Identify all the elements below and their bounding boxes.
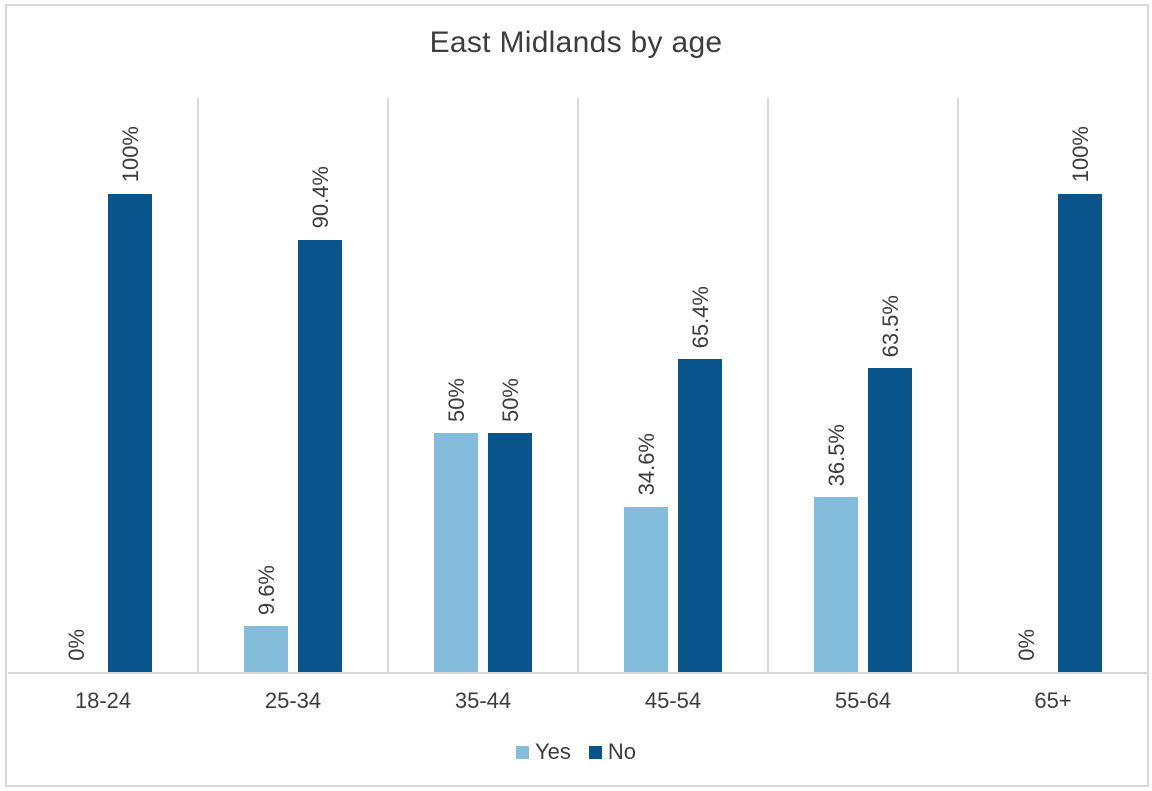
- plot-area: 0% 9.6% 50% 34.6% 36.5% 0% 100% 90.4% 50% 65.4% 63…: [8, 98, 1148, 674]
- data-label-yes-55-64: 36.5%: [823, 424, 849, 487]
- legend-item-yes: Yes: [515, 739, 571, 765]
- data-label-no-35-44: 50%: [497, 377, 523, 422]
- bar-no-25-34: [298, 239, 342, 672]
- data-label-yes-35-44: 50%: [443, 377, 469, 422]
- gridline: [577, 98, 579, 672]
- data-label-yes-18-24: 0%: [63, 629, 89, 661]
- bar-no-35-44: [488, 432, 532, 672]
- bar-yes-25-34: [244, 626, 288, 672]
- x-axis-label-35-44: 35-44: [454, 688, 512, 713]
- x-axis-label-45-54: 45-54: [644, 688, 702, 713]
- bar-no-65+: [1058, 193, 1102, 672]
- x-axis-label-25-34: 25-34: [264, 688, 322, 713]
- legend-item-no: No: [588, 739, 636, 765]
- gridline: [387, 98, 389, 672]
- data-label-no-18-24: 100%: [117, 126, 143, 183]
- gridline: [767, 98, 769, 672]
- data-label-yes-25-34: 9.6%: [253, 564, 279, 616]
- legend-swatch-no: [588, 745, 602, 759]
- x-axis-label-55-64: 55-64: [834, 688, 892, 713]
- bar-no-18-24: [108, 193, 152, 672]
- bar-no-55-64: [868, 368, 912, 672]
- gridline: [197, 98, 199, 672]
- x-axis-label-65+: 65+: [1034, 688, 1072, 713]
- bar-yes-55-64: [814, 497, 858, 672]
- data-label-no-65+: 100%: [1067, 126, 1093, 183]
- data-label-no-25-34: 90.4%: [307, 166, 333, 229]
- data-label-yes-65+: 0%: [1013, 629, 1039, 661]
- legend-swatch-yes: [515, 745, 529, 759]
- chart-title: East Midlands by age: [429, 26, 723, 59]
- x-axis: 18-24 25-34 35-44 45-54 55-64 65+: [8, 688, 1148, 718]
- gridline: [957, 98, 959, 672]
- legend-label-no: No: [607, 739, 636, 764]
- bar-yes-45-54: [624, 506, 668, 672]
- bar-yes-35-44: [434, 432, 478, 672]
- legend-label-yes: Yes: [534, 739, 571, 764]
- bar-no-45-54: [678, 359, 722, 672]
- data-label-no-45-54: 65.4%: [687, 285, 713, 349]
- data-label-yes-45-54: 34.6%: [633, 433, 659, 496]
- legend: Yes No: [0, 739, 1152, 765]
- data-label-no-55-64: 63.5%: [877, 294, 903, 358]
- x-axis-label-18-24: 18-24: [74, 688, 132, 713]
